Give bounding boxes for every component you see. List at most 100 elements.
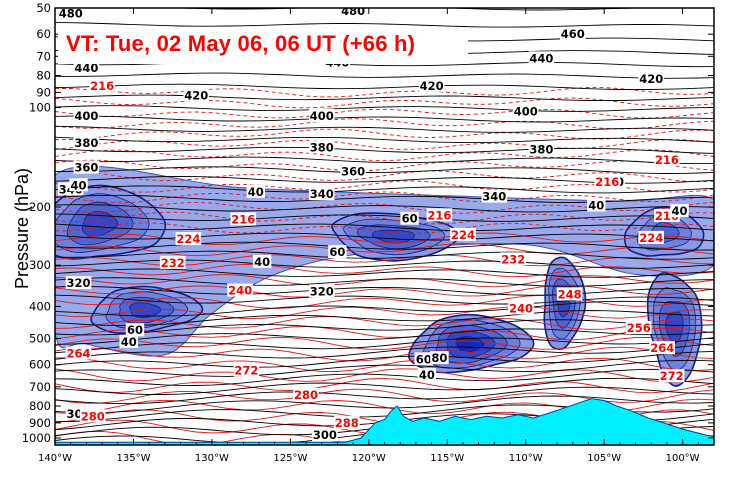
theta-line-10 — [55, 115, 714, 123]
theta-label-25: 300 — [313, 428, 337, 442]
temperature-line-22 — [55, 306, 714, 320]
temperature-label-18: 272 — [234, 364, 258, 378]
theta-line-33 — [55, 328, 714, 345]
temperature-line-4 — [55, 118, 714, 130]
x-tick-label-7: 110°W — [509, 453, 543, 464]
temperature-label-bg-21 — [79, 409, 106, 423]
theta-label-bg-5 — [528, 51, 555, 65]
temperature-label-bg-11 — [500, 252, 526, 266]
theta-line-26 — [55, 268, 714, 278]
theta-label-2: 480 — [341, 4, 365, 18]
theta-label-10: 400 — [74, 109, 98, 123]
theta-label-bg-21 — [481, 189, 508, 203]
temperature-label-bg-14 — [556, 287, 583, 301]
theta-label-15: 380 — [529, 143, 553, 157]
theta-line-27 — [55, 277, 714, 287]
wind-speed-label-bg-3 — [587, 198, 606, 212]
theta-label-3: 460 — [561, 27, 585, 41]
theta-line-14 — [55, 156, 714, 165]
temperature-label-bg-13 — [508, 301, 534, 315]
contour-label-layer: 4804804604404404404204204204004004003803… — [57, 4, 689, 442]
temperature-line-1 — [55, 87, 714, 98]
theta-line-39 — [55, 377, 714, 395]
theta-line-8 — [55, 94, 714, 102]
wind-speed-label-bg-2 — [246, 184, 265, 198]
y-tick-label-5: 90 — [36, 85, 51, 99]
temperature-label-bg-16 — [65, 346, 92, 360]
theta-label-bg-17 — [340, 164, 366, 178]
temperature-label-9: 224 — [639, 231, 663, 245]
temperature-label-10: 232 — [161, 256, 185, 270]
temperature-label-4: 216 — [231, 212, 255, 226]
theta-label-13: 380 — [74, 136, 98, 150]
theta-label-22: 320 — [66, 276, 90, 290]
temperature-label-bg-9 — [638, 230, 664, 244]
theta-line-12 — [55, 136, 714, 144]
theta-line-6 — [55, 72, 714, 79]
theta-line-34 — [55, 337, 714, 354]
wind-speed-label-bg-5 — [252, 254, 272, 268]
theta-label-1: 480 — [59, 7, 83, 21]
x-tick-label-5: 120°W — [352, 453, 386, 464]
wind-speed-label-10: 60 — [127, 323, 143, 337]
theta-label-12: 400 — [514, 105, 538, 119]
theta-line-32 — [55, 319, 714, 336]
theta-line-30 — [55, 300, 714, 317]
temperature-line-11 — [55, 191, 714, 204]
temperature-label-20: 280 — [294, 388, 318, 402]
wind-speed-label-bg-1 — [69, 178, 88, 192]
x-tick-label-4: 125°W — [273, 453, 307, 464]
theta-label-20: 340 — [310, 187, 334, 201]
theta-label-bg-7 — [183, 88, 209, 102]
y-tick-label-15: 1000 — [22, 431, 51, 445]
temperature-label-bg-8 — [450, 227, 476, 241]
theta-line-21 — [55, 223, 714, 232]
terrain-layer — [55, 398, 714, 445]
theta-label-bg-20 — [308, 187, 335, 201]
temperature-label-1: 216 — [90, 79, 114, 93]
wind-speed-label-2: 40 — [248, 185, 264, 199]
temperature-label-bg-15 — [625, 321, 652, 335]
theta-label-bg-14 — [308, 140, 335, 154]
theta-line-35 — [55, 343, 714, 360]
temperature-line-9 — [55, 170, 714, 183]
temperature-line-5 — [55, 128, 714, 140]
theta-label-bg-13 — [73, 135, 100, 149]
theta-label-bg-11 — [308, 108, 335, 122]
axes-layer: 5060708090100200300400500600700800900100… — [22, 1, 715, 464]
temperature-line-24 — [55, 325, 714, 341]
wind-speed-label-9: 60 — [329, 245, 345, 259]
terrain-profile — [55, 398, 714, 445]
wind-speed-label-6: 40 — [121, 335, 137, 349]
theta-label-bg-12 — [512, 104, 539, 118]
wind-speed-label-bg-10 — [125, 323, 145, 337]
theta-label-bg-15 — [528, 142, 555, 156]
temperature-label-11: 232 — [501, 252, 525, 266]
temperature-label-16: 264 — [66, 347, 90, 361]
theta-line-41 — [55, 395, 714, 414]
theta-line-11 — [55, 125, 714, 133]
theta-line-22 — [55, 232, 714, 242]
temperature-label-8: 224 — [451, 228, 475, 242]
temperature-label-5: 216 — [427, 208, 451, 222]
temperature-line-20 — [55, 284, 714, 298]
jet-west-level-4 — [81, 211, 119, 237]
y-tick-label-6: 100 — [29, 101, 51, 115]
theta-label-5: 440 — [529, 51, 553, 65]
theta-label-bg-6 — [73, 61, 100, 75]
temperature-label-bg-10 — [159, 255, 186, 269]
temperature-line-2 — [55, 97, 714, 109]
y-tick-label-12: 700 — [29, 380, 51, 394]
theta-line-36 — [55, 350, 714, 368]
x-tick-label-8: 105°W — [587, 453, 621, 464]
theta-label-bg-1 — [57, 8, 84, 20]
temperature-line-10 — [55, 180, 714, 193]
theta-line-7 — [55, 83, 714, 91]
y-tick-label-14: 900 — [29, 416, 51, 430]
temperature-label-13: 240 — [509, 301, 533, 315]
temperature-line-8 — [55, 159, 714, 172]
temperature-line-6 — [55, 139, 714, 150]
temperature-label-19: 272 — [660, 369, 684, 383]
theta-label-9: 420 — [639, 72, 663, 86]
temperature-label-bg-4 — [230, 212, 257, 226]
